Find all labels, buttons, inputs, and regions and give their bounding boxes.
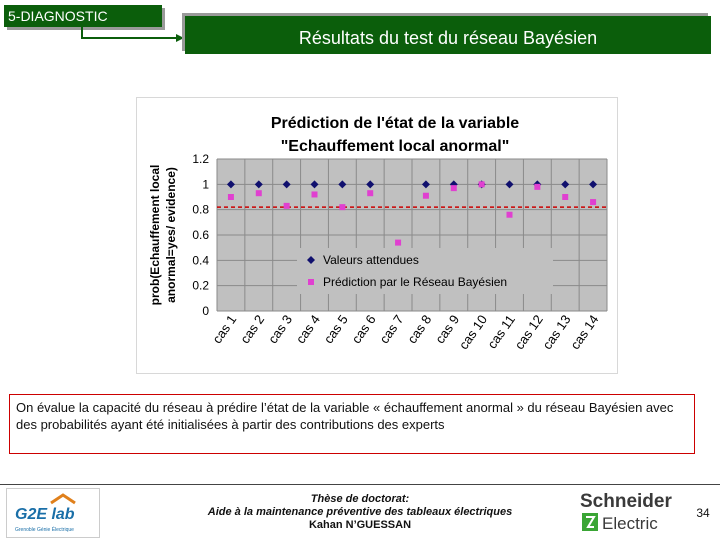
expected-point — [310, 180, 319, 189]
page-number: 34 — [696, 506, 710, 520]
section-label: 5-DIAGNOSTIC — [4, 5, 162, 27]
predicted-point — [562, 194, 569, 200]
expected-point — [338, 180, 347, 189]
predicted-point — [311, 191, 318, 198]
connector-arrow — [81, 27, 184, 42]
predicted-point — [395, 239, 402, 246]
expected-point — [449, 180, 458, 189]
predicted-point — [367, 190, 374, 197]
chart-title-line1: Prédiction de l'état de la variable — [271, 115, 519, 132]
prediction-chart: Prédiction de l'état de la variable "Ech… — [148, 115, 608, 352]
legend-marker-expected — [307, 256, 315, 264]
predicted-point — [478, 181, 485, 188]
predicted-point — [339, 204, 346, 211]
chart-container: Prédiction de l'état de la variable "Ech… — [136, 97, 618, 374]
x-tick-label: cas 6 — [349, 312, 379, 346]
predicted-point — [283, 202, 290, 209]
schneider-electric-logo: Schneider Electric — [578, 489, 688, 535]
legend-label-expected: Valeurs attendues — [323, 253, 419, 267]
expected-point — [505, 180, 514, 189]
predicted-point — [506, 211, 513, 218]
thesis-heading: Thèse de doctorat: — [310, 493, 410, 505]
x-tick-label: cas 1 — [209, 312, 239, 346]
x-tick-label: cas 12 — [512, 312, 546, 352]
chart-title-line2: "Echauffement local anormal" — [281, 138, 510, 155]
expected-point — [254, 180, 263, 189]
legend-marker-predicted — [308, 279, 314, 285]
caption-box: On évalue la capacité du réseau à prédir… — [9, 394, 695, 454]
y-tick-label: 0 — [202, 304, 209, 318]
y-tick-label: 0.8 — [192, 203, 209, 217]
y-tick-label: 1 — [202, 177, 209, 191]
legend-label-predicted: Prédiction par le Réseau Bayésien — [323, 275, 507, 289]
y-axis-label-line1: prob(Echauffement local — [148, 165, 162, 306]
y-tick-label: 0.2 — [192, 279, 209, 293]
expected-point — [366, 180, 375, 189]
y-tick-label: 0.4 — [192, 253, 209, 267]
chart-legend: Valeurs attendues Prédiction par le Rése… — [297, 248, 553, 294]
y-tick-label: 1.2 — [192, 152, 209, 166]
predicted-point — [227, 194, 234, 200]
g2e-lab-logo: G2E lab Grenoble Génie Électrique — [6, 488, 100, 538]
predicted-point — [422, 192, 429, 199]
expected-point — [589, 180, 598, 189]
x-tick-label: cas 3 — [265, 312, 295, 346]
thesis-info: Thèse de doctorat: Aide à la maintenance… — [175, 493, 545, 532]
svg-text:Schneider: Schneider — [580, 491, 672, 512]
x-tick-label: cas 7 — [376, 312, 406, 346]
expected-point — [226, 180, 235, 189]
y-axis-label-line2: anormal=yes/ evidence) — [164, 167, 178, 303]
footer-divider — [0, 484, 720, 485]
x-tick-label: cas 13 — [539, 312, 573, 352]
x-tick-label: cas 2 — [237, 312, 267, 346]
x-tick-label: cas 10 — [456, 312, 490, 352]
expected-point — [561, 180, 570, 189]
legend-box — [297, 248, 553, 294]
expected-point — [282, 180, 291, 189]
x-tick-label: cas 8 — [404, 312, 434, 346]
slide-title: Résultats du test du réseau Bayésien — [185, 16, 711, 54]
predicted-point — [450, 185, 457, 192]
predicted-point — [534, 183, 541, 190]
svg-text:Electric: Electric — [602, 514, 658, 533]
y-tick-label: 0.6 — [192, 228, 209, 242]
svg-text:G2E lab: G2E lab — [15, 506, 75, 523]
x-tick-label: cas 14 — [567, 312, 601, 352]
thesis-subject: Aide à la maintenance préventive des tab… — [207, 506, 513, 518]
expected-point — [421, 180, 430, 189]
thesis-author: Kahan N’GUESSAN — [308, 519, 412, 531]
x-tick-label: cas 4 — [293, 312, 323, 346]
predicted-point — [590, 199, 597, 206]
predicted-point — [255, 190, 262, 197]
x-tick-label: cas 5 — [321, 312, 351, 346]
svg-text:Grenoble Génie Électrique: Grenoble Génie Électrique — [15, 526, 74, 533]
